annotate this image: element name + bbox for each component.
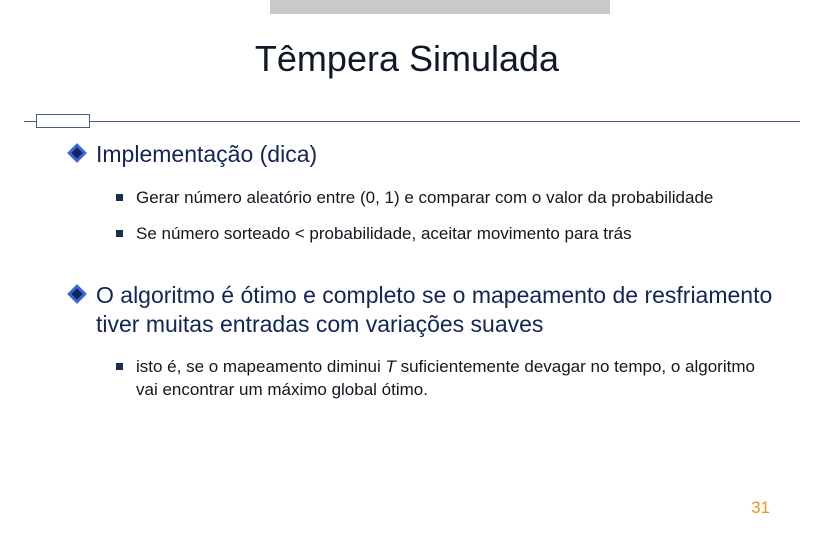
level2-text: Se número sorteado < probabilidade, acei…: [136, 224, 632, 243]
page-number: 31: [751, 498, 770, 518]
level2-text: Gerar número aleatório entre (0, 1) e co…: [136, 188, 713, 207]
underline-rule: [24, 121, 800, 122]
diamond-bullet-icon: [67, 284, 87, 304]
level2-text-pre: isto é, se o mapeamento diminui: [136, 357, 385, 376]
square-bullet-icon: [116, 230, 123, 237]
bullet-level2: isto é, se o mapeamento diminui T sufici…: [116, 356, 780, 400]
underline-rule-box: [36, 114, 90, 128]
level2-text-italic: T: [385, 357, 400, 376]
square-bullet-icon: [116, 363, 123, 370]
slide: Têmpera Simulada Implementação (dica) Ge…: [0, 0, 814, 540]
bullet-level1: O algoritmo é ótimo e completo se o mape…: [70, 281, 780, 339]
slide-content: Implementação (dica) Gerar número aleató…: [70, 140, 780, 415]
diamond-bullet-icon: [67, 143, 87, 163]
slide-top-accent: [270, 0, 610, 14]
square-bullet-icon: [116, 194, 123, 201]
bullet-level1: Implementação (dica): [70, 140, 780, 169]
bullet-level2: Gerar número aleatório entre (0, 1) e co…: [116, 187, 780, 209]
slide-title: Têmpera Simulada: [0, 38, 814, 80]
bullet-level2: Se número sorteado < probabilidade, acei…: [116, 223, 780, 245]
level1-text: Implementação (dica): [96, 141, 317, 167]
level1-text: O algoritmo é ótimo e completo se o mape…: [96, 282, 772, 337]
